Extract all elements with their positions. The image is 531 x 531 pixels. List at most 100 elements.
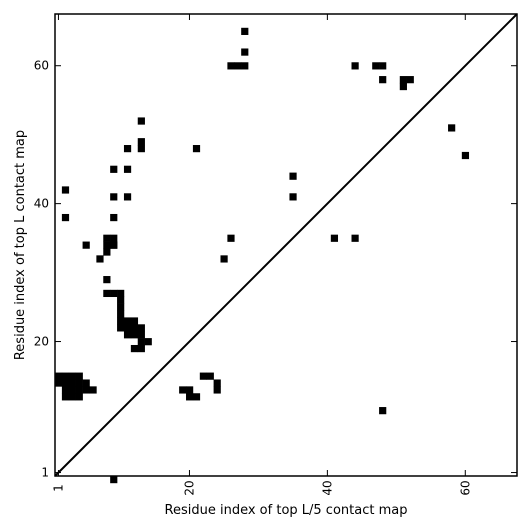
- contact-cell-lower: [379, 407, 387, 415]
- contact-cell-upper: [227, 234, 235, 242]
- contact-cell-lower: [61, 372, 70, 380]
- contact-cell-upper: [110, 234, 118, 242]
- contact-cell-upper: [137, 138, 145, 146]
- contact-cell-lower: [68, 379, 76, 387]
- contact-cell-upper: [372, 62, 380, 70]
- contact-cell-lower: [68, 393, 76, 401]
- contact-cell-lower: [192, 393, 201, 401]
- contact-cell-lower: [186, 393, 194, 401]
- contact-cell-lower: [61, 386, 70, 394]
- contact-cell-lower: [55, 379, 63, 387]
- contact-cell-upper: [351, 234, 359, 242]
- contact-cell-upper: [351, 62, 359, 70]
- contact-cell-upper: [110, 193, 118, 201]
- contact-cell-upper: [123, 165, 132, 173]
- contact-cells: [55, 27, 470, 484]
- contact-cell-lower: [213, 379, 221, 387]
- contact-cell-upper: [103, 234, 111, 242]
- contact-cell-upper: [117, 296, 125, 304]
- contact-cell-upper: [110, 289, 118, 298]
- contact-cell-upper: [379, 62, 387, 70]
- y-tick-label: 40: [34, 197, 49, 211]
- contact-cell-upper: [110, 165, 118, 173]
- contact-cell-upper: [96, 255, 104, 263]
- contact-cell-lower: [82, 386, 90, 394]
- contact-cell-upper: [137, 117, 145, 125]
- x-tick-label: 40: [320, 480, 334, 495]
- contact-cell-upper: [117, 303, 125, 311]
- contact-cell-lower: [68, 372, 76, 380]
- contact-cell-lower: [68, 386, 76, 394]
- contact-cell-upper: [130, 324, 139, 332]
- contact-cell-upper: [123, 317, 132, 325]
- contact-cell-upper: [103, 289, 111, 298]
- plot-frame: [54, 13, 518, 477]
- contact-cell-upper: [330, 234, 339, 242]
- contact-cell-upper: [241, 48, 249, 56]
- y-tick-label: 60: [34, 59, 49, 73]
- contact-cell-upper: [137, 145, 145, 153]
- contact-cell-upper: [241, 27, 249, 35]
- contact-cell-upper: [137, 344, 145, 353]
- contact-cell-upper: [123, 145, 132, 153]
- contact-cell-lower: [186, 386, 194, 394]
- y-axis-label: Residue index of top L contact map: [13, 130, 28, 360]
- contact-cell-upper: [130, 317, 139, 325]
- contact-cell-upper: [61, 213, 70, 222]
- contact-cell-upper: [220, 255, 228, 263]
- contact-cell-upper: [110, 213, 118, 222]
- contact-cell-lower: [55, 372, 63, 380]
- contact-cell-upper: [234, 62, 242, 70]
- contact-cell-upper: [117, 289, 125, 298]
- contact-cell-upper: [61, 186, 70, 194]
- contact-cell-lower: [89, 386, 97, 394]
- axis-ticks: 1 20 40 60 1 20 40 60: [34, 14, 517, 496]
- contact-cell-upper: [130, 331, 139, 339]
- contact-cell-lower: [75, 379, 83, 387]
- contact-cell-upper: [103, 276, 111, 284]
- x-tick-label: 1: [51, 484, 65, 492]
- contact-cell-lower: [179, 386, 187, 394]
- contact-cell-upper: [399, 76, 407, 84]
- contact-cell-lower: [61, 379, 70, 387]
- contact-cell-lower: [199, 372, 208, 380]
- contact-cell-upper: [379, 76, 387, 84]
- contact-cell-upper: [137, 331, 145, 339]
- y-tick-label: 1: [41, 466, 49, 480]
- x-axis-label: Residue index of top L/5 contact map: [165, 503, 408, 518]
- contact-cell-upper: [117, 317, 125, 325]
- contact-cell-upper: [103, 248, 111, 256]
- contact-cell-upper: [289, 172, 297, 180]
- contact-cell-upper: [82, 241, 90, 249]
- contact-cell-upper: [123, 324, 132, 332]
- contact-cell-upper: [123, 193, 132, 201]
- contact-cell-upper: [117, 324, 125, 332]
- contact-cell-upper: [103, 241, 111, 249]
- contact-cell-upper: [137, 324, 145, 332]
- contact-cell-upper: [289, 193, 297, 201]
- x-tick-label: 20: [182, 480, 196, 495]
- contact-cell-upper: [130, 344, 139, 353]
- contact-cell-upper: [448, 124, 456, 132]
- contact-cell-upper: [227, 62, 235, 70]
- contact-cell-lower: [75, 386, 83, 394]
- contact-cell-lower: [110, 476, 118, 484]
- contact-cell-lower: [61, 393, 70, 401]
- contact-cell-upper: [399, 82, 407, 91]
- contact-cell-upper: [110, 241, 118, 249]
- contact-cell-upper: [461, 151, 470, 160]
- y-tick-label: 20: [34, 335, 49, 349]
- contact-cell-upper: [117, 310, 125, 318]
- x-tick-label: 60: [458, 480, 472, 495]
- contact-cell-upper: [406, 76, 414, 84]
- diagonal-line: [54, 13, 518, 477]
- contact-cell-lower: [82, 379, 90, 387]
- contact-cell-lower: [213, 386, 221, 394]
- contact-cell-lower: [75, 393, 83, 401]
- contact-cell-upper: [241, 62, 249, 70]
- contact-cell-upper: [144, 338, 152, 346]
- contact-cell-upper: [123, 331, 132, 339]
- contact-cell-upper: [137, 338, 145, 346]
- contact-cell-lower: [206, 372, 214, 380]
